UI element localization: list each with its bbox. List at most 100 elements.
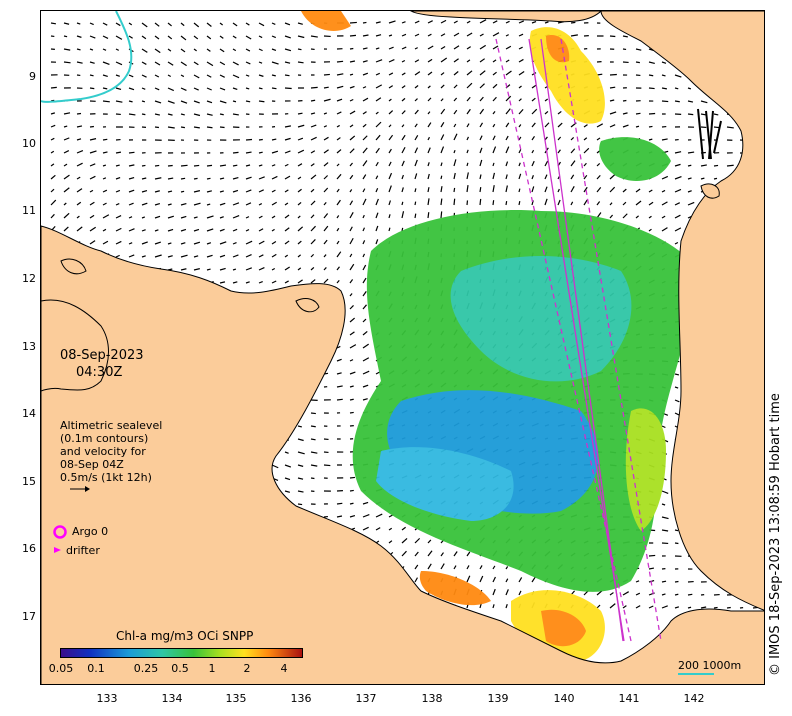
velocity-arrow xyxy=(219,48,225,53)
lon-tick: 136 xyxy=(290,692,312,705)
velocity-arrow xyxy=(674,176,682,180)
velocity-arrow xyxy=(115,189,121,193)
velocity-arrow xyxy=(531,97,536,102)
velocity-arrow xyxy=(271,215,276,219)
velocity-arrow xyxy=(89,163,96,167)
velocity-arrow xyxy=(544,160,549,167)
velocity-arrow xyxy=(102,48,107,51)
velocity-arrow xyxy=(154,215,161,219)
velocity-arrow xyxy=(661,503,666,506)
velocity-arrow xyxy=(687,164,692,167)
velocity-arrow xyxy=(388,200,391,206)
velocity-arrow xyxy=(141,35,147,40)
velocity-arrow xyxy=(284,477,291,481)
velocity-arrow xyxy=(414,98,418,102)
lat-tick: 15 xyxy=(22,475,36,488)
velocity-arrow xyxy=(492,604,495,609)
velocity-arrow xyxy=(674,593,679,596)
velocity-arrow xyxy=(687,190,692,193)
velocity-arrow xyxy=(661,74,666,77)
velocity-arrow xyxy=(245,176,252,180)
lat-tick: 17 xyxy=(22,610,36,623)
velocity-arrow xyxy=(531,108,538,115)
velocity-arrow xyxy=(700,100,708,104)
velocity-arrow xyxy=(518,98,522,102)
velocity-arrow xyxy=(310,477,315,480)
velocity-arrow xyxy=(453,123,457,128)
velocity-arrow xyxy=(570,201,574,206)
velocity-arrow xyxy=(635,580,640,583)
velocity-arrow xyxy=(89,22,94,26)
velocity-arrow xyxy=(323,162,329,167)
velocity-arrow xyxy=(102,202,107,206)
velocity-arrow xyxy=(50,112,56,115)
velocity-arrow xyxy=(492,59,497,63)
velocity-arrow xyxy=(362,160,368,167)
lat-tick: 9 xyxy=(29,70,36,83)
drifter-label: drifter xyxy=(66,544,100,557)
velocity-arrow xyxy=(128,202,134,206)
velocity-arrow xyxy=(180,190,185,193)
velocity-arrow xyxy=(232,281,238,284)
velocity-arrow xyxy=(544,186,548,193)
velocity-arrow xyxy=(479,147,483,154)
velocity-arrow xyxy=(401,21,406,24)
velocity-arrow xyxy=(349,200,354,206)
velocity-arrow xyxy=(349,359,354,362)
velocity-arrow xyxy=(232,228,238,232)
velocity-arrow xyxy=(297,279,303,284)
depth-scale-label: 200 1000m xyxy=(678,659,742,672)
velocity-arrow xyxy=(284,137,291,141)
velocity-arrow xyxy=(674,202,681,206)
velocity-arrow xyxy=(349,317,356,323)
velocity-arrow xyxy=(518,149,522,154)
velocity-arrow xyxy=(401,110,406,115)
velocity-arrow xyxy=(388,72,394,76)
velocity-arrow xyxy=(440,198,443,206)
velocity-arrow xyxy=(271,241,277,245)
velocity-arrow xyxy=(180,74,185,78)
velocity-arrow xyxy=(128,254,135,258)
colorbar-tick: 0.1 xyxy=(87,662,105,675)
velocity-arrow xyxy=(466,136,470,141)
velocity-arrow xyxy=(687,177,692,180)
velocity-arrow xyxy=(115,151,122,154)
velocity-arrow xyxy=(362,135,368,141)
velocity-arrow xyxy=(531,186,535,193)
velocity-arrow xyxy=(297,112,303,115)
velocity-arrow xyxy=(336,149,342,154)
velocity-arrow xyxy=(245,189,252,193)
velocity-arrow xyxy=(115,35,123,40)
velocity-arrow xyxy=(349,489,354,492)
velocity-arrow xyxy=(193,190,201,193)
velocity-arrow xyxy=(323,125,327,128)
velocity-arrow xyxy=(219,164,227,167)
velocity-arrow xyxy=(63,35,68,38)
velocity-arrow xyxy=(180,215,187,219)
velocity-arrow xyxy=(102,214,110,219)
velocity-arrow xyxy=(349,253,353,258)
velocity-arrow xyxy=(466,46,471,50)
velocity-arrow xyxy=(336,137,341,141)
velocity-arrow xyxy=(583,124,588,128)
velocity-arrow xyxy=(713,164,719,167)
velocity-arrow xyxy=(284,214,290,219)
velocity-arrow xyxy=(466,185,469,193)
velocity-arrow xyxy=(375,371,380,375)
velocity-arrow xyxy=(674,74,682,78)
velocity-arrow xyxy=(479,19,487,24)
velocity-arrow xyxy=(661,593,666,596)
velocity-arrow xyxy=(427,111,431,115)
velocity-arrow xyxy=(427,45,434,50)
velocity-arrow xyxy=(349,162,353,167)
velocity-arrow xyxy=(167,126,175,129)
velocity-arrow xyxy=(362,198,367,206)
velocity-arrow xyxy=(583,137,588,141)
velocity-arrow xyxy=(206,74,212,78)
velocity-arrow xyxy=(284,175,291,180)
velocity-arrow xyxy=(414,564,419,570)
velocity-arrow xyxy=(453,149,456,154)
velocity-arrow xyxy=(661,227,668,232)
velocity-arrow xyxy=(180,61,187,67)
velocity-arrow xyxy=(414,577,418,583)
